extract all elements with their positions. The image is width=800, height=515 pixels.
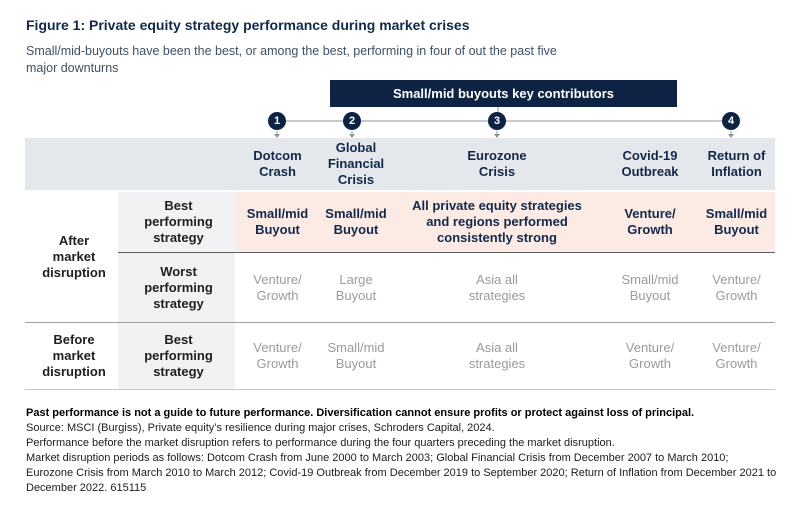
table-cell: Venture/ Growth (698, 322, 775, 390)
performance-table: Dotcom Crash Global Financial Crisis Eur… (25, 138, 775, 390)
footnote-disruption-periods: Market disruption periods as follows: Do… (26, 452, 777, 494)
header-spacer (25, 138, 235, 192)
table-cell: Venture/ Growth (235, 322, 320, 390)
column-header-eurozone-crisis: Eurozone Crisis (392, 138, 602, 192)
row-label-best-performing-after: Best performing strategy (118, 192, 235, 252)
table-cell: Small/mid Buyout (320, 192, 392, 252)
row-group-before-market-disruption: Before market disruption (25, 322, 118, 390)
column-header-covid-19-outbreak: Covid-19 Outbreak (602, 138, 698, 192)
column-header-global-financial-crisis: Global Financial Crisis (320, 138, 392, 192)
footnotes: Past performance is not a guide to futur… (26, 406, 778, 496)
table-cell: Small/mid Buyout (235, 192, 320, 252)
table-cell: Venture/ Growth (698, 252, 775, 322)
table-cell: Large Buyout (320, 252, 392, 322)
marker-4-badge: 4 (722, 112, 740, 130)
row-label-worst-performing-after: Worst performing strategy (118, 252, 235, 322)
table-cell: Venture/ Growth (235, 252, 320, 322)
table-cell: Small/mid Buyout (602, 252, 698, 322)
row-label-best-performing-before: Best performing strategy (118, 322, 235, 390)
connector-lines (274, 107, 734, 138)
marker-1-badge: 1 (268, 112, 286, 130)
key-contributors-banner: Small/mid buyouts key contributors (330, 80, 677, 107)
table-cell: Asia all strategies (392, 252, 602, 322)
footnote-performance-before: Performance before the market disruption… (26, 437, 615, 449)
column-header-dotcom-crash: Dotcom Crash (235, 138, 320, 192)
column-header-return-of-inflation: Return of Inflation (698, 138, 775, 192)
source-text: Source: MSCI (Burgiss), Private equity’s… (26, 422, 495, 434)
marker-2-badge: 2 (343, 112, 361, 130)
disclaimer-text: Past performance is not a guide to futur… (26, 407, 695, 419)
table-cell: All private equity strategies and region… (392, 192, 602, 252)
table-cell: Small/mid Buyout (698, 192, 775, 252)
arrow-down-icon (274, 131, 734, 138)
marker-3-badge: 3 (488, 112, 506, 130)
figure-subtitle: Small/mid-buyouts have been the best, or… (26, 44, 557, 75)
table-cell: Asia all strategies (392, 322, 602, 390)
table-cell: Small/mid Buyout (320, 322, 392, 390)
row-group-after-market-disruption: After market disruption (25, 192, 118, 322)
table-cell: Venture/ Growth (602, 322, 698, 390)
figure-title: Figure 1: Private equity strategy perfor… (26, 17, 470, 33)
table-cell: Venture/ Growth (602, 192, 698, 252)
